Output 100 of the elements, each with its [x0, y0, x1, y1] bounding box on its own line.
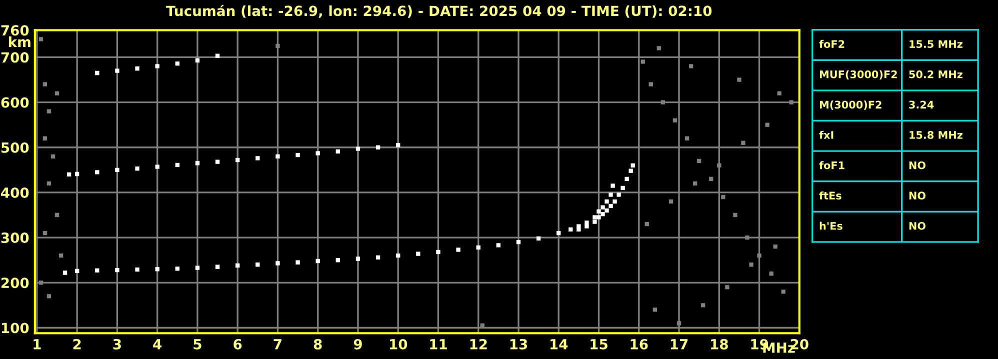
text: foF2	[819, 40, 844, 48]
point	[608, 204, 613, 208]
point	[600, 212, 605, 216]
point	[215, 160, 220, 164]
x-tick-label: 8	[314, 338, 322, 350]
point	[456, 248, 460, 252]
x-tick-label: 9	[354, 338, 362, 350]
point	[396, 254, 400, 258]
point	[644, 222, 649, 226]
point	[604, 199, 609, 204]
point	[276, 261, 280, 266]
text: M(3000)F2	[820, 100, 882, 110]
point	[496, 243, 501, 248]
x-tick-label: 10	[390, 338, 408, 350]
point	[676, 321, 682, 326]
point	[592, 220, 597, 224]
chart-title: Tucumán (lat: -26.9, lon: 294.6) - DATE: 2025 04 09 - TIME (UT): 02:10	[166, 4, 712, 18]
x-tick-label: 3	[113, 338, 121, 350]
x-tick-label: 4	[153, 339, 162, 350]
point	[215, 264, 220, 269]
point	[256, 156, 260, 160]
point	[604, 208, 609, 213]
y-axis-title: km	[8, 36, 30, 47]
point	[717, 163, 722, 168]
y-tick-label: 300	[1, 232, 29, 244]
text: 3.24	[909, 100, 934, 109]
point	[688, 64, 694, 68]
point	[155, 64, 160, 68]
x-tick-label: 17	[670, 339, 688, 350]
point	[640, 60, 645, 64]
point	[236, 158, 240, 162]
point	[175, 61, 180, 66]
y-tick-label: 400	[1, 187, 29, 198]
point	[568, 227, 573, 232]
text: NO	[909, 161, 926, 170]
point	[769, 272, 774, 276]
point	[66, 172, 72, 177]
x-tick-label: 5	[194, 339, 202, 350]
point	[46, 109, 52, 114]
point	[692, 181, 698, 186]
x-tick-label: 2	[73, 338, 81, 350]
point	[50, 154, 56, 158]
point	[616, 192, 621, 197]
text: NO	[909, 192, 926, 200]
point	[416, 252, 420, 256]
x-tick-label: 14	[550, 339, 568, 350]
point	[701, 303, 706, 308]
point	[696, 158, 702, 163]
y-tick-label: 200	[1, 278, 29, 288]
point	[737, 78, 742, 82]
point	[777, 91, 782, 96]
point	[95, 70, 100, 76]
point	[656, 46, 662, 50]
point	[54, 91, 60, 96]
point	[648, 82, 653, 86]
point	[745, 235, 750, 240]
x-tick-label: 6	[234, 338, 242, 350]
point	[42, 82, 48, 86]
point	[652, 308, 658, 312]
point	[316, 151, 320, 156]
x-tick-label: 15	[590, 339, 608, 350]
text: fxI	[819, 130, 834, 139]
point	[709, 176, 714, 182]
x-tick-label: 13	[510, 338, 528, 350]
point	[276, 44, 280, 48]
point	[628, 168, 633, 173]
point	[42, 136, 48, 140]
point	[38, 37, 44, 42]
text: ftEs	[819, 191, 842, 200]
point	[536, 236, 541, 241]
point	[42, 230, 48, 236]
point	[516, 240, 521, 244]
text: foF1	[819, 161, 844, 170]
point	[668, 199, 674, 204]
point	[38, 280, 44, 285]
point	[376, 145, 380, 150]
point	[584, 220, 589, 225]
text: 50.2 MHz	[909, 70, 962, 78]
point	[608, 192, 613, 197]
point	[175, 162, 180, 168]
point	[195, 266, 200, 270]
point	[773, 244, 778, 249]
point	[612, 199, 617, 204]
point	[672, 118, 678, 122]
y-tick-label: 700	[1, 52, 29, 63]
point	[476, 245, 480, 250]
point	[436, 250, 440, 254]
point	[356, 256, 360, 261]
point	[58, 254, 64, 258]
point	[620, 186, 625, 190]
point	[54, 212, 60, 218]
text: 15.5 MHz	[910, 40, 962, 48]
point	[781, 290, 786, 294]
point	[630, 163, 635, 168]
y-tick-label: 600	[1, 97, 29, 108]
y-tick-label: 500	[1, 142, 29, 153]
text: MUF(3000)F2	[820, 70, 897, 80]
point	[610, 184, 615, 188]
text: 15.8 MHz	[910, 131, 962, 139]
point	[155, 164, 160, 169]
